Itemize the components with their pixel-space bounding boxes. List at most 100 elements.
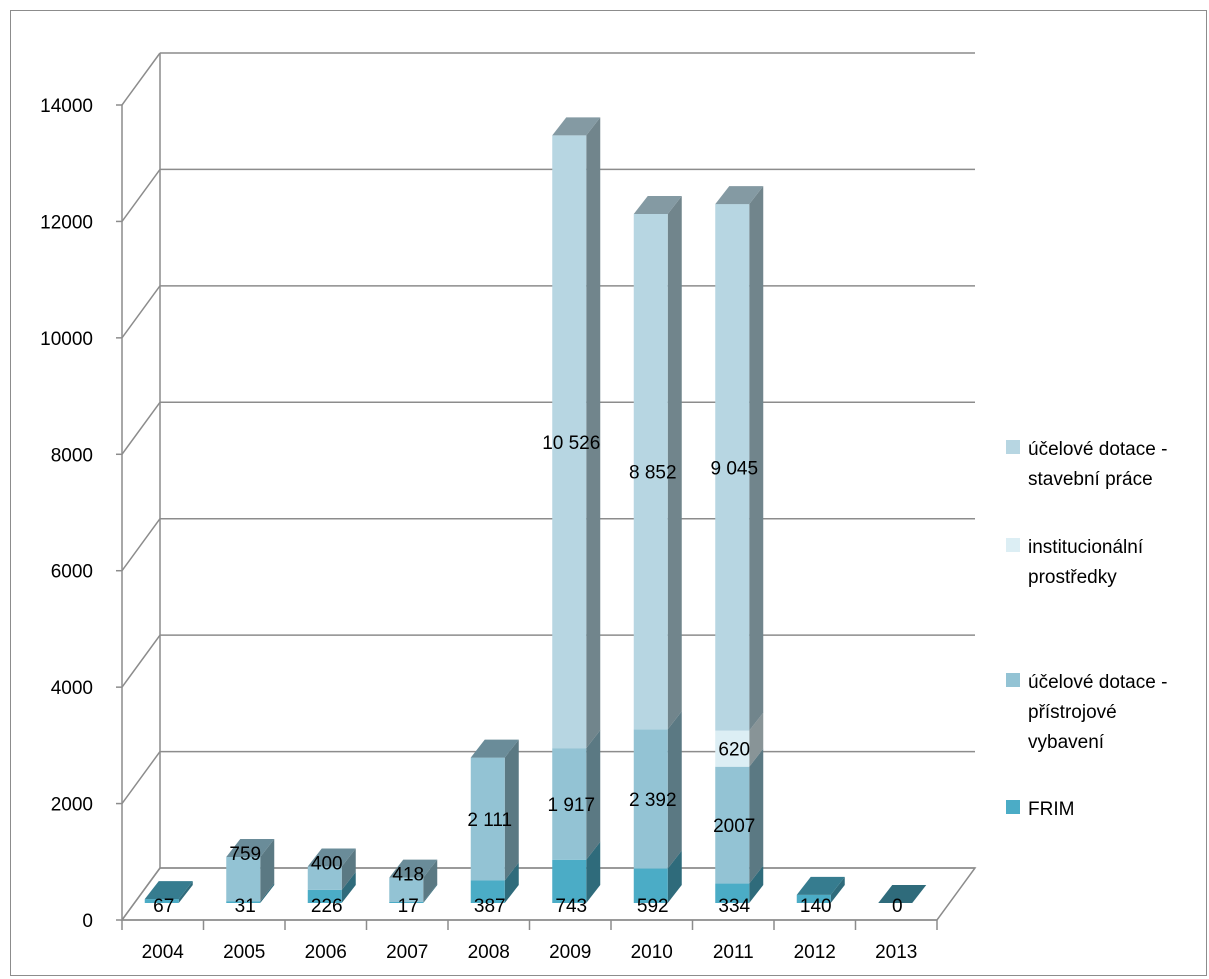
bar-2004-s0 [144, 899, 179, 903]
chart-frame [10, 10, 1207, 976]
data-label-2010-s3: 8 852 [629, 463, 677, 484]
data-label-2007-s1: 418 [392, 865, 424, 886]
data-label-2006-s0: 226 [311, 896, 343, 917]
side-gridline-4000 [121, 634, 161, 688]
x-tick-label-2005: 2005 [223, 942, 265, 963]
legend-label-2-line-0: účelové dotace - [1028, 672, 1167, 693]
bar-top-2006 [307, 848, 356, 867]
data-label-2010-s0: 592 [637, 896, 669, 917]
x-tick-label-2013: 2013 [875, 942, 917, 963]
data-label-2006-s1: 400 [311, 854, 343, 875]
bar-top-2012 [796, 876, 845, 895]
legend-label-1-line-0: institucionální [1028, 537, 1144, 558]
bar-top-2004 [144, 881, 193, 900]
bar-2011-s1 [715, 766, 750, 884]
legend-label-0-line-1: stavební práce [1028, 469, 1153, 490]
data-label-2011-s0: 334 [718, 896, 750, 917]
bar-top-2007 [389, 859, 438, 878]
x-tick-label-2010: 2010 [631, 942, 673, 963]
data-label-2005-s1: 759 [229, 844, 261, 865]
bar-side-2010-s0 [667, 850, 682, 903]
bar-2005-s0 [226, 901, 261, 903]
bar-side-2009-s1 [586, 730, 601, 860]
bar-2007-s0 [389, 902, 424, 903]
y-tick-label-14000: 14000 [40, 96, 93, 117]
bar-2012-s0 [796, 894, 831, 903]
x-tick-label-2012: 2012 [794, 942, 836, 963]
bar-top-2011 [715, 186, 764, 205]
bar-side-2012-s0 [830, 876, 845, 903]
data-label-2010-s1: 2 392 [629, 790, 677, 811]
legend-swatch-2 [1006, 673, 1020, 687]
bar-side-2007-s0 [423, 884, 438, 903]
legend-label-2-line-1: přístrojové [1028, 702, 1117, 723]
bar-side-2005-s0 [260, 883, 275, 903]
side-gridline-2000 [121, 751, 161, 805]
data-label-2009-s3: 10 526 [542, 433, 600, 454]
x-tick-label-2004: 2004 [142, 942, 185, 963]
x-tick-label-2007: 2007 [386, 942, 428, 963]
bar-2005-s1 [226, 857, 261, 902]
data-label-2008-s0: 387 [474, 896, 506, 917]
data-label-2011-s2: 620 [718, 740, 750, 761]
data-label-2007-s0: 17 [398, 896, 419, 917]
bar-side-2006-s0 [341, 871, 356, 903]
legend-label-0-line-0: účelové dotace - [1028, 439, 1167, 460]
data-label-2004-s0: 67 [153, 896, 174, 917]
side-gridline-14000 [121, 52, 161, 106]
data-label-2005-s0: 31 [235, 896, 256, 917]
bar-2010-s1 [633, 729, 668, 869]
y-tick-label-0: 0 [82, 911, 93, 932]
side-gridline-12000 [121, 168, 161, 222]
data-label-2008-s1: 2 111 [467, 810, 512, 831]
bar-side-2011-s3 [749, 186, 764, 731]
y-tick-label-6000: 6000 [51, 562, 93, 583]
legend-label-3-line-0: FRIM [1028, 799, 1074, 820]
bar-side-2007-s1 [423, 859, 438, 903]
bar-top-2008 [470, 739, 519, 758]
bar-top-2013 [878, 885, 927, 903]
side-gridline-8000 [121, 401, 161, 455]
legend-label-1-line-1: prostředky [1028, 567, 1117, 588]
data-label-2011-s3: 9 045 [710, 458, 758, 479]
bar-2011-s0 [715, 883, 750, 903]
bar-side-2011-s2 [749, 712, 764, 767]
legend-swatch-1 [1006, 538, 1020, 552]
bar-2008-s1 [470, 757, 505, 881]
bar-side-2011-s0 [749, 865, 764, 903]
bar-2009-s1 [552, 748, 587, 860]
bar-side-2009-s0 [586, 841, 601, 903]
y-tick-label-10000: 10000 [40, 329, 93, 350]
bar-top-2009 [552, 117, 601, 136]
bar-2011-s2 [715, 730, 750, 767]
bar-2009-s0 [552, 859, 587, 903]
y-tick-label-2000: 2000 [51, 795, 93, 816]
bar-side-2010-s3 [667, 195, 682, 730]
bar-side-2006-s1 [341, 848, 356, 890]
x-tick-label-2009: 2009 [549, 942, 591, 963]
bar-2008-s0 [470, 880, 505, 903]
side-gridline-6000 [121, 518, 161, 572]
bar-top-2005 [226, 839, 275, 858]
y-tick-label-12000: 12000 [40, 212, 93, 233]
bar-top-2010 [633, 195, 682, 214]
bar-2007-s1 [389, 877, 424, 903]
bar-side-2008-s0 [504, 862, 519, 903]
data-label-2009-s1: 1 917 [547, 795, 595, 816]
x-tick-label-2008: 2008 [468, 942, 510, 963]
bar-2011-s3 [715, 204, 750, 731]
x-tick-label-2006: 2006 [305, 942, 347, 963]
side-gridline-10000 [121, 285, 161, 339]
bar-side-2009-s3 [586, 117, 601, 749]
legend-swatch-3 [1006, 800, 1020, 814]
bar-side-2011-s1 [749, 748, 764, 884]
x-tick-label-2011: 2011 [713, 942, 754, 963]
bar-2010-s0 [633, 868, 668, 903]
bar-side-2008-s1 [504, 739, 519, 881]
data-label-2012-s0: 140 [800, 896, 832, 917]
bar-side-2004-s0 [178, 881, 193, 903]
bar-side-2010-s1 [667, 711, 682, 869]
bar-2010-s3 [633, 213, 668, 730]
bar-2006-s1 [307, 866, 342, 890]
